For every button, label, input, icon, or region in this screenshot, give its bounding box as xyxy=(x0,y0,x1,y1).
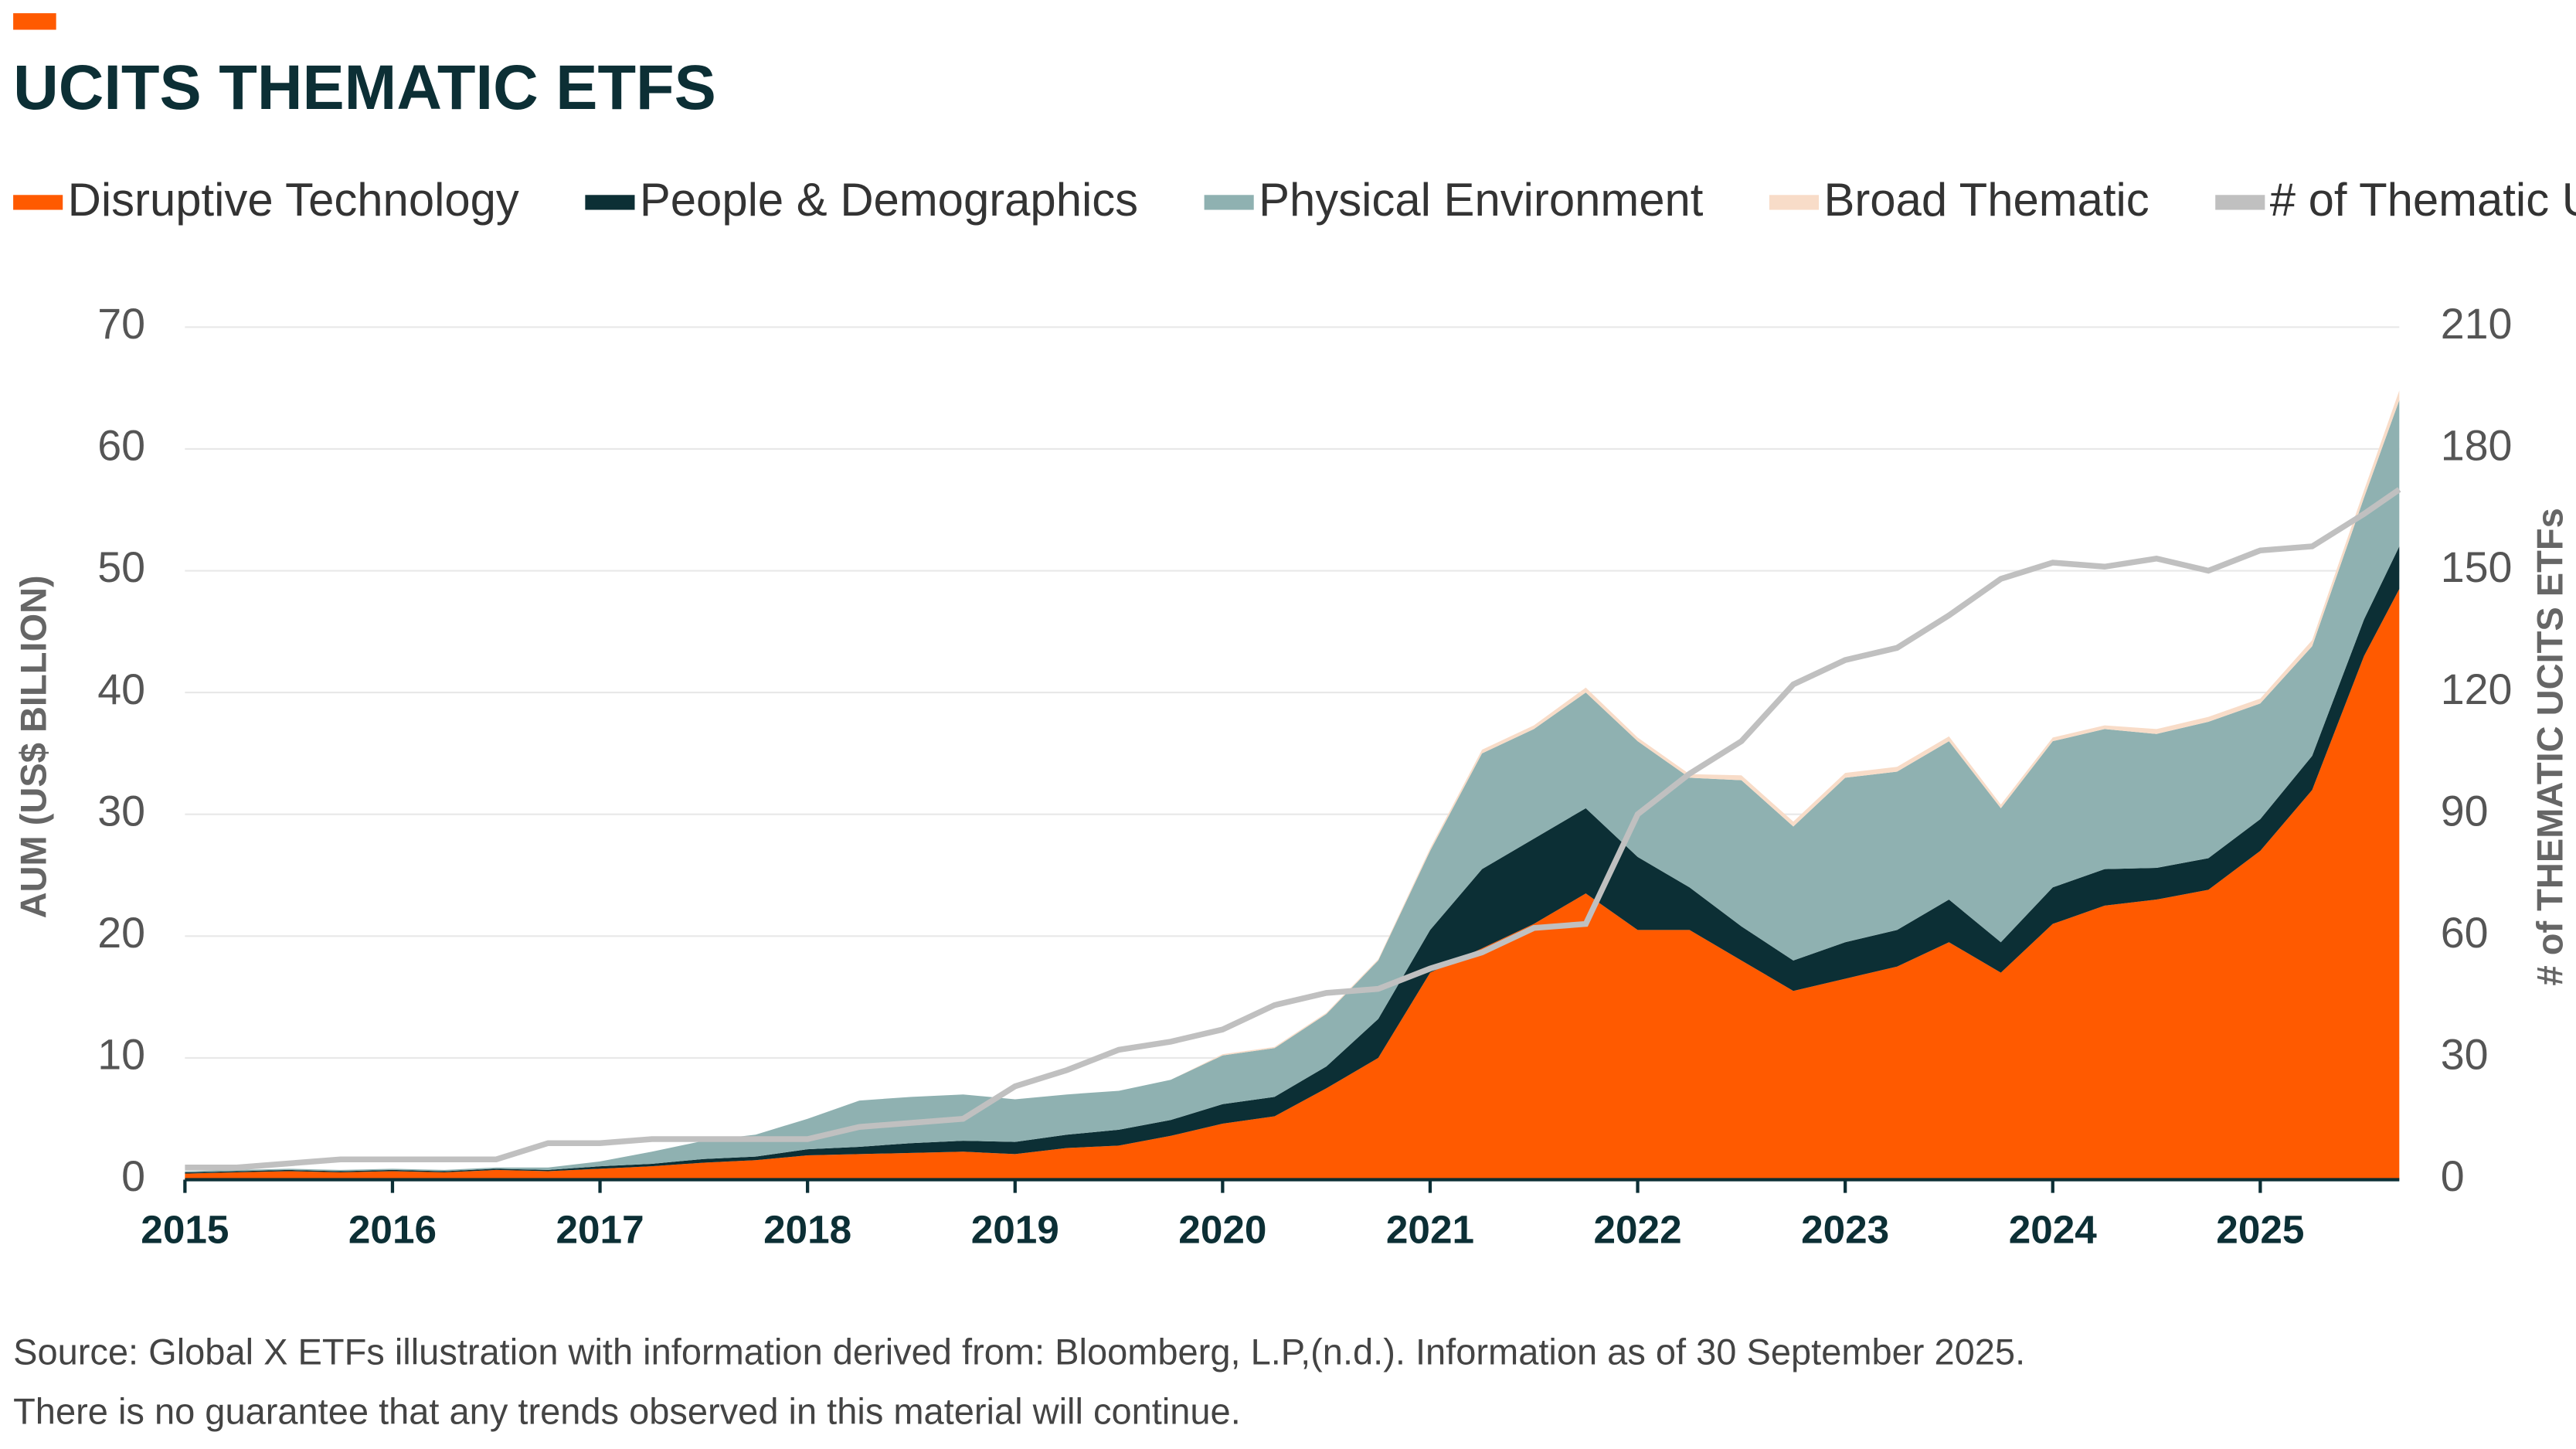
chart-title: UCITS THEMATIC ETFS xyxy=(13,53,716,123)
y2-tick-label: 30 xyxy=(2441,1031,2489,1079)
y-tick-label: 70 xyxy=(97,300,145,348)
y-tick-label: 0 xyxy=(121,1152,145,1200)
x-tick-label: 2020 xyxy=(1178,1207,1266,1251)
y2-tick-label: 210 xyxy=(2441,300,2513,348)
y2-axis-title: # of THEMATIC UCITS ETFs xyxy=(2530,508,2571,985)
x-tick-label: 2019 xyxy=(971,1207,1059,1251)
legend-label: People & Demographics xyxy=(640,174,1138,226)
x-tick-label: 2021 xyxy=(1386,1207,1474,1251)
y2-tick-label: 150 xyxy=(2441,543,2513,591)
y-tick-label: 10 xyxy=(97,1031,145,1079)
area xyxy=(185,589,2400,1180)
line xyxy=(185,487,2401,1171)
y2-tick-label: 90 xyxy=(2441,787,2489,835)
x-tick-label: 2017 xyxy=(556,1207,644,1251)
y-tick-label: 30 xyxy=(97,787,145,835)
y2-tick-label: 180 xyxy=(2441,422,2513,470)
legend-swatch xyxy=(585,195,635,210)
x-tick-label: 2022 xyxy=(1594,1207,1682,1251)
legend-swatch xyxy=(1204,195,1254,210)
title-accent xyxy=(13,13,56,30)
y2-tick-label: 0 xyxy=(2441,1152,2465,1200)
legend-label: Physical Environment xyxy=(1259,174,1704,226)
x-tick-label: 2025 xyxy=(2216,1207,2304,1251)
y-tick-label: 60 xyxy=(97,422,145,470)
legend-label: Broad Thematic xyxy=(1823,174,2149,226)
y2-tick-label: 120 xyxy=(2441,665,2513,713)
legend-label: Disruptive Technology xyxy=(68,174,519,226)
footnote: Source: Global X ETFs illustration with … xyxy=(13,1332,2025,1372)
x-tick-label: 2015 xyxy=(141,1207,229,1251)
area xyxy=(185,400,2400,1173)
legend-swatch xyxy=(2215,195,2265,210)
y-tick-label: 50 xyxy=(97,543,145,591)
y2-tick-label: 60 xyxy=(2441,909,2489,957)
y-axis-title: AUM (US$ BILLION) xyxy=(12,575,53,918)
legend-swatch xyxy=(1769,195,1820,210)
footnote: There is no guarantee that any trends ob… xyxy=(13,1391,1241,1432)
x-tick-label: 2018 xyxy=(763,1207,851,1251)
legend-label: # of Thematic UCITS xyxy=(2270,174,2576,226)
y-tick-label: 20 xyxy=(97,909,145,957)
x-tick-label: 2016 xyxy=(348,1207,437,1251)
x-tick-label: 2024 xyxy=(2009,1207,2098,1251)
x-tick-label: 2023 xyxy=(1801,1207,1889,1251)
y-tick-label: 40 xyxy=(97,665,145,713)
legend-swatch xyxy=(13,195,63,210)
